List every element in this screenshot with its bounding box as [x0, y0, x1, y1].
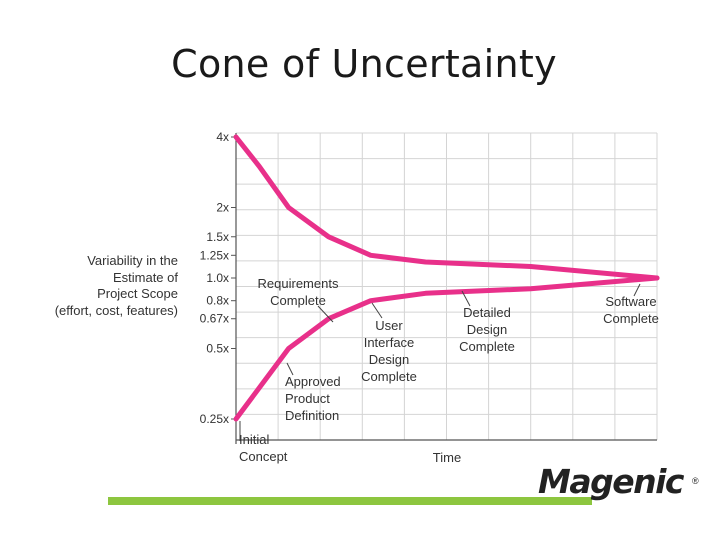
- milestone-pointer: [461, 290, 471, 307]
- milestone-label: Complete: [603, 311, 659, 326]
- milestone-label: Complete: [270, 293, 326, 308]
- milestone-label: Requirements: [258, 276, 339, 291]
- milestone-label: User: [375, 318, 403, 333]
- milestone-label: Detailed: [463, 305, 511, 320]
- series-upper-line: [233, 134, 660, 281]
- y-axis-label-line: Estimate of: [112, 269, 178, 285]
- y-tick-label: 0.5x: [206, 342, 229, 356]
- milestone-label: Complete: [361, 369, 417, 384]
- milestone-label: Interface: [364, 335, 415, 350]
- milestone-label: Complete: [459, 339, 515, 354]
- milestone-label: Definition: [285, 408, 339, 423]
- y-tick-label: 1.5x: [206, 230, 229, 244]
- milestone-label: Design: [369, 352, 409, 367]
- series-layer: [233, 134, 660, 422]
- milestone-pointer: [371, 302, 383, 319]
- milestone-pointer: [317, 305, 334, 323]
- slide-title: Cone of Uncertainty: [171, 42, 557, 86]
- y-axis-label-line: (effort, cost, features): [54, 302, 178, 318]
- series-lower-line: [233, 275, 660, 422]
- y-tick-label: 0.8x: [206, 294, 229, 308]
- grid-layer: [235, 132, 658, 441]
- y-tick-label: 0.25x: [200, 412, 229, 426]
- y-tick-label: 2x: [216, 201, 229, 215]
- milestone-pointer: [633, 283, 641, 297]
- milestone-label: Product: [285, 391, 330, 406]
- y-tick-label: 4x: [216, 130, 229, 144]
- y-axis-label-line: Variability in the: [87, 253, 178, 268]
- x-axis-label: Time: [433, 450, 461, 465]
- milestone-label: Initial: [239, 432, 269, 447]
- milestone-label: Design: [467, 322, 507, 337]
- accent-bar: [108, 497, 592, 505]
- milestone-label: Software: [605, 294, 656, 309]
- axis-layer: 4x 2x 1.5x 1.25x 1.0x 0.8x 0.67x 0.5x 0.25x Time: [200, 130, 657, 465]
- milestone-pointer: [286, 362, 294, 376]
- registered-mark: ®: [692, 476, 699, 486]
- milestone-label: Concept: [239, 449, 288, 464]
- milestone-label: Approved: [285, 374, 341, 389]
- y-axis-label: Variability in the Estimate of Project S…: [36, 253, 178, 319]
- y-tick-label: 1.25x: [200, 248, 229, 262]
- y-axis-label-line: Project Scope: [97, 286, 178, 301]
- y-tick-label: 0.67x: [200, 312, 229, 326]
- y-tick-label: 1.0x: [206, 271, 229, 285]
- label-layer: Initial Concept Approved Product Definition R…: [239, 276, 659, 464]
- magenic-logo: Magenic: [538, 462, 684, 501]
